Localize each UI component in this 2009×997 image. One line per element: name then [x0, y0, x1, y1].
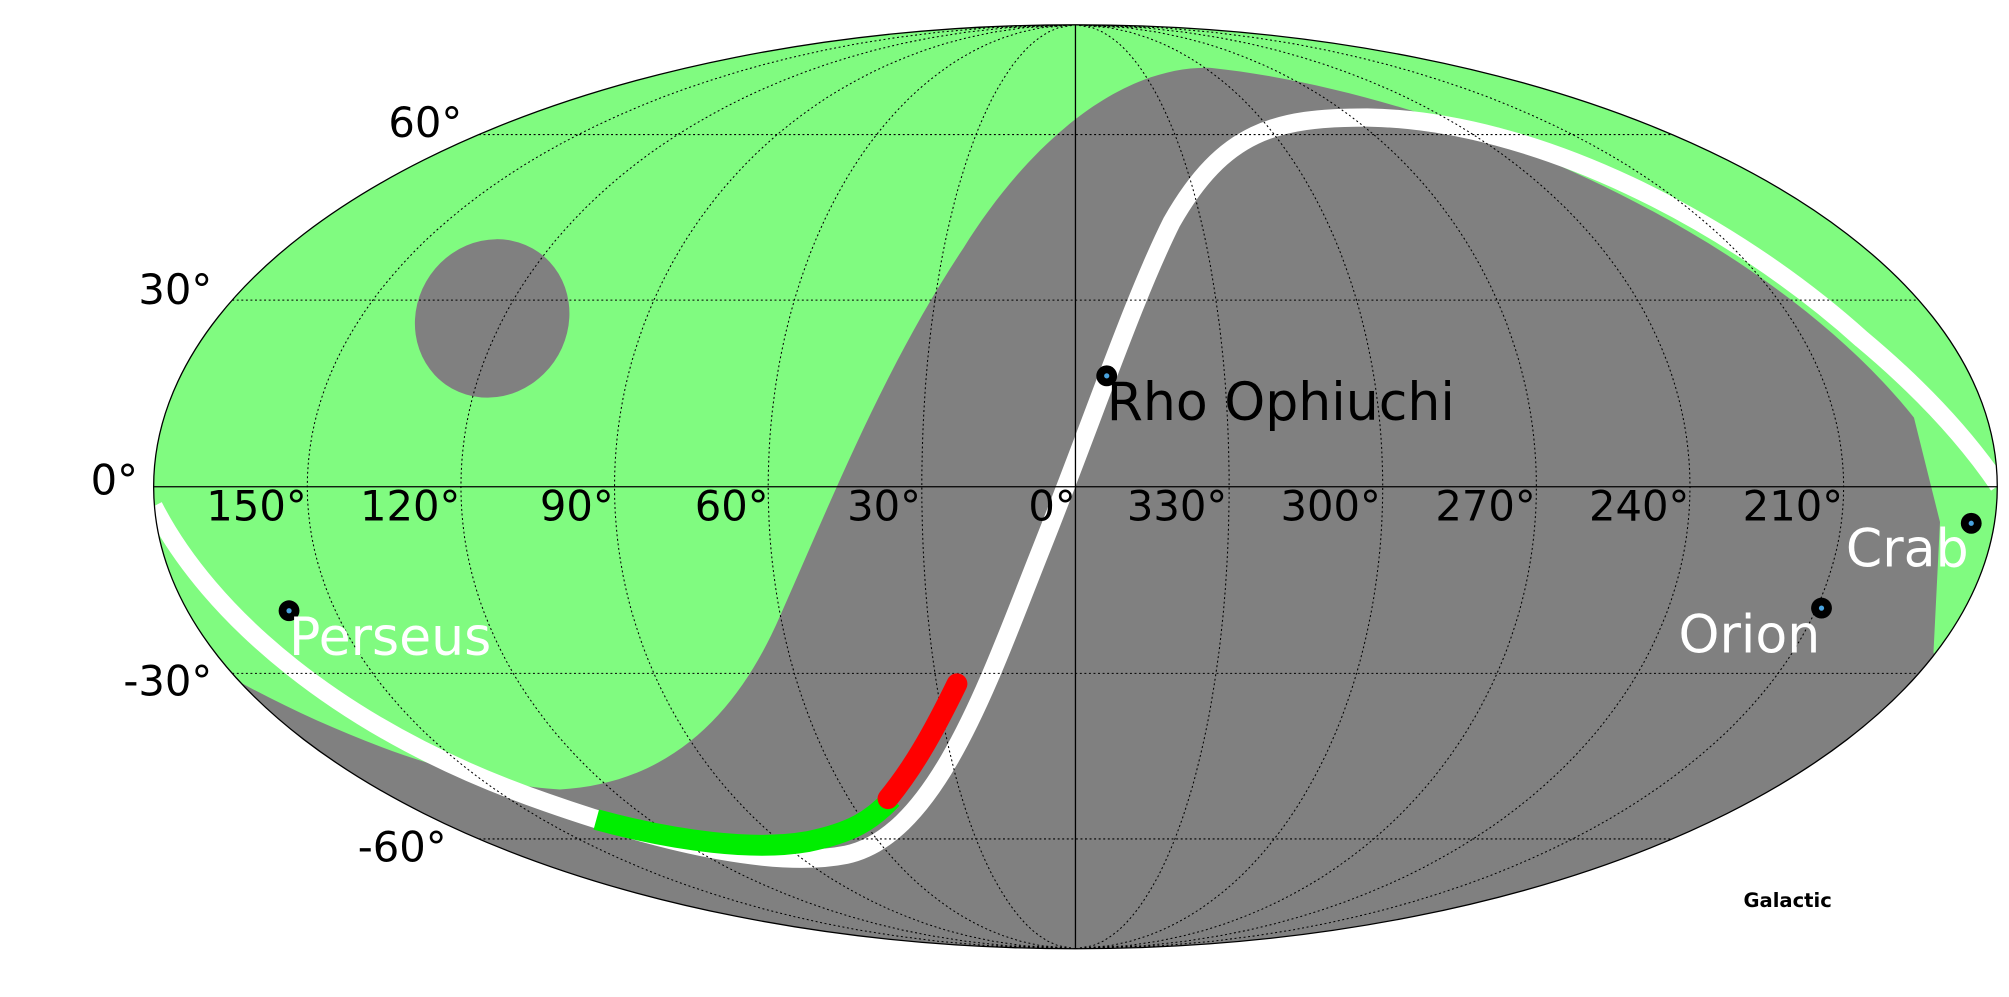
longitude-label: 270°	[1435, 482, 1535, 531]
green-track	[593, 791, 900, 856]
longitude-label: 60°	[695, 482, 769, 531]
latitude-label: 30°	[138, 265, 212, 314]
source-label: Orion	[1678, 605, 1820, 665]
source-label: Rho Ophiuchi	[1107, 373, 1455, 433]
source-label: Perseus	[289, 608, 491, 668]
source-marker-center	[1968, 520, 1974, 526]
latitude-label: 60°	[388, 98, 462, 147]
longitude-label: 300°	[1280, 482, 1380, 531]
longitude-label: 210°	[1743, 482, 1843, 531]
longitude-label: 0°	[1028, 482, 1075, 531]
latitude-label: -60°	[358, 822, 447, 871]
longitude-label: 120°	[360, 482, 460, 531]
source-marker-center	[1104, 373, 1110, 379]
longitude-label: 90°	[540, 482, 614, 531]
frame-label: Galactic	[1744, 889, 1832, 912]
source-marker-center	[286, 608, 292, 614]
source-marker-center	[1818, 605, 1825, 611]
longitude-label: 150°	[206, 482, 306, 531]
meridian	[1075, 24, 1230, 949]
longitude-label: 30°	[847, 482, 921, 531]
latitude-label: 0°	[91, 456, 138, 505]
sky-layers	[153, 24, 1998, 949]
grey-patch	[414, 239, 570, 398]
grey-region	[153, 67, 1998, 949]
source-label: Crab	[1846, 519, 1969, 579]
longitude-label: 240°	[1589, 482, 1689, 531]
latitude-label: -30°	[123, 657, 212, 706]
red-track	[877, 673, 968, 810]
sky-outline	[152, 24, 1998, 950]
longitude-label: 330°	[1127, 482, 1227, 531]
galactic-plane	[153, 108, 1998, 868]
